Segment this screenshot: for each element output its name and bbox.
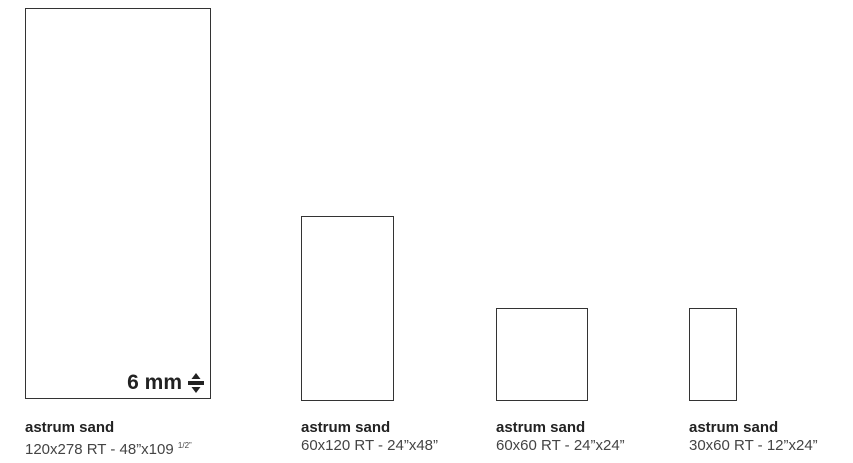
tile-caption: astrum sand 60x120 RT - 24”x48”	[301, 419, 438, 455]
tile-name: astrum sand	[496, 419, 586, 436]
tile-size-fraction: 1/2”	[177, 441, 192, 450]
tile-caption: astrum sand 120x278 RT - 48”x109 1/2”	[25, 419, 192, 459]
thickness-indicator: 6 mm	[127, 372, 204, 393]
tile-60x60-outline	[496, 308, 588, 401]
thickness-label: 6 mm	[127, 371, 182, 394]
tile-caption: astrum sand 30x60 RT - 12”x24”	[689, 419, 818, 455]
tile-size: 60x120 RT - 24”x48”	[301, 437, 439, 454]
tile-30x60-outline	[689, 308, 737, 401]
thickness-arrows-icon	[188, 372, 204, 393]
tile-size: 30x60 RT - 12”x24”	[689, 437, 818, 454]
tile-name: astrum sand	[301, 419, 391, 436]
tile-size-text: 120x278 RT - 48”x109	[25, 441, 178, 458]
tile-size: 60x60 RT - 24”x24”	[496, 437, 625, 454]
tile-name: astrum sand	[25, 419, 115, 436]
tile-120x278-outline: 6 mm	[25, 8, 211, 399]
tile-60x120-outline	[301, 216, 394, 401]
tile-size: 120x278 RT - 48”x109 1/2”	[25, 437, 192, 459]
tile-caption: astrum sand 60x60 RT - 24”x24”	[496, 419, 625, 455]
tile-name: astrum sand	[689, 419, 779, 436]
